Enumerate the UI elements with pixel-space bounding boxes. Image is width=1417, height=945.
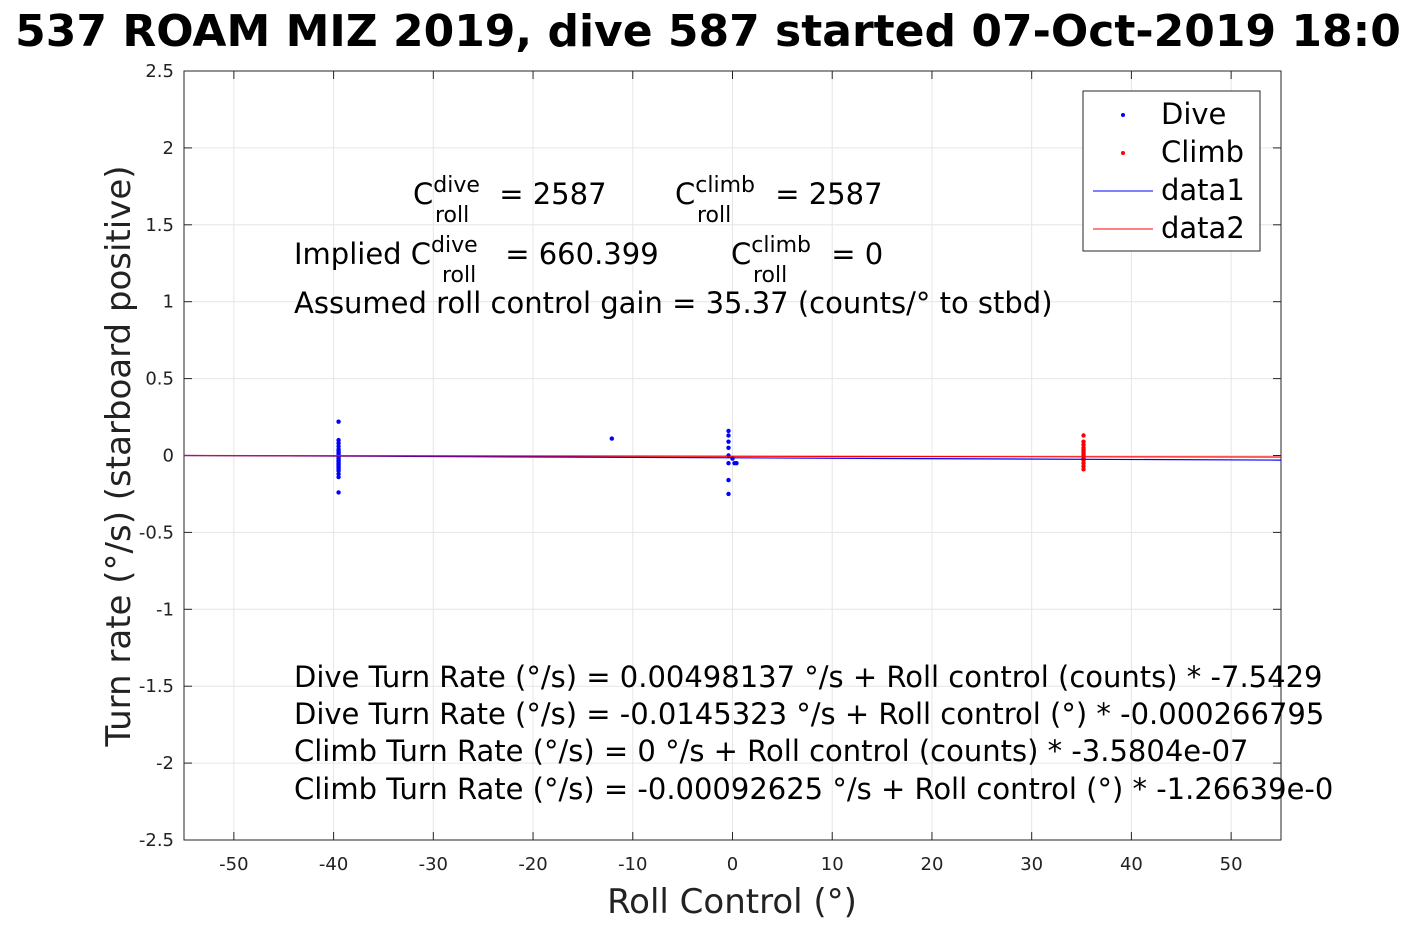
data2-line	[183, 454, 1282, 458]
dive-point	[726, 477, 731, 483]
implied-dive-sup: dive	[431, 233, 478, 258]
dive-point	[726, 439, 731, 444]
climb-point	[1081, 460, 1086, 466]
implied-climb-sub: roll	[753, 263, 787, 288]
dive-point	[726, 491, 731, 497]
c-roll-dive-base: C	[413, 177, 433, 211]
series-dive	[336, 419, 739, 497]
y-tick-label: 0	[163, 446, 174, 467]
y-tick-label: -1	[156, 599, 174, 620]
dive-point	[726, 433, 731, 438]
series-climb	[1081, 433, 1086, 472]
x-axis-label: Roll Control (°)	[607, 882, 857, 922]
y-tick-label: 2.5	[145, 61, 174, 82]
c-roll-climb-value: = 2587	[766, 177, 883, 211]
x-tick-label: 0	[727, 854, 738, 875]
legend-box	[1082, 90, 1261, 252]
c-roll-climb-sub: roll	[697, 203, 731, 228]
c-roll-climb-base: C	[675, 177, 695, 211]
x-tick-label: -30	[419, 854, 448, 875]
dive-point	[336, 437, 341, 443]
x-tick-label: -50	[219, 854, 248, 875]
dive-point	[726, 460, 731, 466]
legend-climb-marker	[1121, 151, 1125, 155]
legend-climb-label: Climb	[1161, 135, 1244, 169]
chart-title: 537 ROAM MIZ 2019, dive 587 started 07-O…	[15, 6, 1401, 57]
y-tick-label: 0.5	[145, 369, 174, 390]
y-tick-label: -2.5	[139, 830, 174, 851]
dive-point	[336, 490, 341, 495]
annotation-c-roll-dive: Cdive roll = 2587	[413, 173, 607, 228]
dive-point	[609, 436, 615, 441]
c-roll-climb-sup: climb	[695, 173, 755, 198]
c-roll-dive-value: = 2587	[490, 177, 607, 211]
fit-line-3: Climb Turn Rate (°/s) = 0 °/s + Roll con…	[294, 734, 1248, 768]
fit-line-1: Dive Turn Rate (°/s) = 0.00498137 °/s + …	[294, 660, 1322, 694]
dive-point	[726, 453, 731, 458]
implied-climb-base: C	[731, 237, 751, 271]
climb-point	[1081, 433, 1086, 438]
y-tick-label: 1	[163, 292, 174, 313]
fit-equations: Dive Turn Rate (°/s) = 0.00498137 °/s + …	[294, 660, 1333, 806]
x-tick-label: -20	[518, 854, 547, 875]
climb-point	[1081, 439, 1086, 444]
implied-climb-value: = 0	[822, 237, 883, 271]
axis-ticks: -50 -40 -30 -20 -10 0 10 20 30 40 50-2.5-2-1.5-1-0…	[139, 61, 1281, 875]
x-tick-label: 10	[821, 854, 844, 875]
dive-point	[336, 419, 341, 424]
legend-data2-label: data2	[1161, 211, 1245, 245]
dive-point	[726, 445, 731, 451]
annotation-c-roll-climb: Cclimb roll = 2587	[675, 173, 883, 228]
series-layer	[183, 419, 1282, 497]
dive-point	[734, 460, 739, 466]
x-tick-label: 40	[1120, 854, 1143, 875]
climb-point	[1081, 464, 1086, 469]
x-tick-label: 20	[921, 854, 944, 875]
dive-point	[336, 474, 341, 480]
x-tick-label: -10	[618, 854, 647, 875]
annotation-implied: Implied Cdive roll = 660.399	[294, 233, 659, 288]
implied-dive-base: C	[411, 237, 431, 271]
implied-prefix: Implied	[294, 237, 411, 271]
dive-point	[336, 471, 341, 477]
x-tick-label: 50	[1220, 854, 1243, 875]
dive-point	[336, 444, 341, 449]
fit-line-2: Dive Turn Rate (°/s) = -0.0145323 °/s + …	[294, 697, 1324, 731]
y-tick-label: -1.5	[139, 676, 174, 697]
y-tick-label: 1.5	[145, 215, 174, 236]
dive-point	[726, 428, 731, 434]
y-axis-label: Turn rate (°/s) (starboard positive)	[99, 165, 139, 747]
dive-point	[336, 468, 341, 474]
series-data2	[183, 454, 1282, 458]
legend-dive-marker	[1121, 113, 1125, 117]
legend-dive-label: Dive	[1161, 97, 1226, 131]
x-tick-label: 30	[1020, 854, 1043, 875]
climb-point	[1081, 442, 1086, 447]
fit-line-4: Climb Turn Rate (°/s) = -0.00092625 °/s …	[294, 772, 1333, 806]
annotation-implied-climb: Cclimb roll = 0	[731, 233, 883, 288]
legend-data1-label: data1	[1161, 173, 1245, 207]
legend: Dive Climb data1 data2	[1082, 90, 1261, 252]
y-tick-label: -2	[156, 753, 174, 774]
implied-dive-sub: roll	[442, 263, 476, 288]
c-roll-dive-sub: roll	[435, 203, 469, 228]
dive-point	[730, 456, 735, 461]
y-tick-label: -0.5	[139, 522, 174, 543]
annotation-gain: Assumed roll control gain = 35.37 (count…	[294, 286, 1053, 320]
x-tick-label: -40	[319, 854, 348, 875]
dive-point	[336, 440, 341, 446]
implied-climb-sup: climb	[751, 233, 811, 258]
climb-point	[1081, 467, 1086, 472]
y-tick-label: 2	[163, 138, 174, 159]
implied-dive-value: = 660.399	[496, 237, 659, 271]
c-roll-dive-sup: dive	[433, 173, 480, 198]
